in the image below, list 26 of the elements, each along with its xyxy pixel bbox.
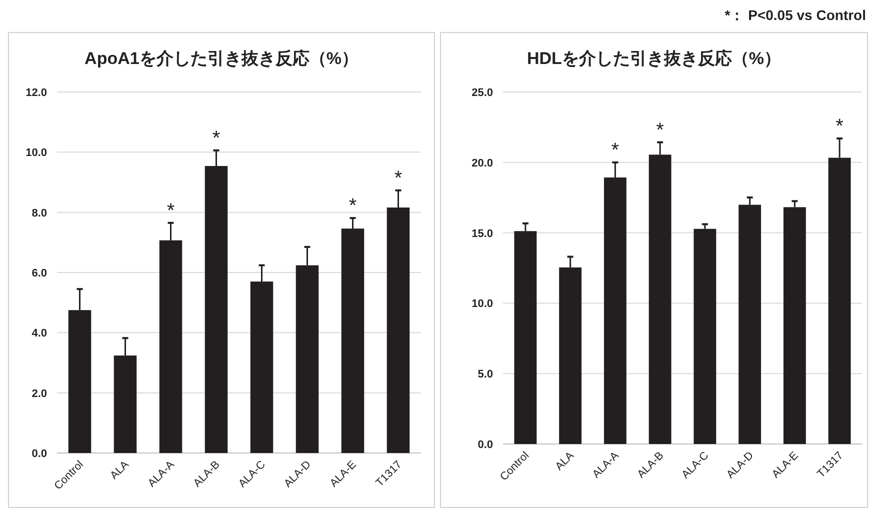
annotation: * — [656, 119, 664, 142]
chart-title: HDLを介した引き抜き反応（%） — [526, 49, 782, 68]
y-tick-label: 4.0 — [32, 328, 47, 340]
bar — [694, 228, 716, 444]
annotation: * — [611, 139, 620, 162]
text: *： P<0.05 vs Control — [724, 7, 866, 23]
chart-title: ApoA1を介した引き抜き反応（%） — [84, 49, 358, 68]
y-tick-label: 10.0 — [472, 298, 493, 310]
x-tick-label: ALA — [108, 458, 132, 482]
annotation: * — [394, 167, 402, 190]
annotation: * — [348, 195, 357, 218]
y-tick-label: 6.0 — [32, 268, 47, 280]
annotation: * — [836, 115, 844, 138]
y-tick-label: 0.0 — [478, 439, 493, 451]
y-tick-label: 25.0 — [472, 87, 493, 99]
annotation: * — [166, 200, 175, 222]
x-tick-label: ALA — [553, 449, 577, 473]
y-tick-label: 0.0 — [32, 448, 47, 460]
y-tick-label: 2.0 — [32, 388, 47, 400]
y-tick-label: 20.0 — [472, 157, 493, 170]
y-tick-label: 5.0 — [478, 368, 493, 381]
annotation: * — [212, 127, 220, 150]
y-tick-label: 8.0 — [32, 207, 47, 220]
y-tick-label: 10.0 — [26, 147, 47, 160]
y-tick-label: 15.0 — [472, 228, 493, 240]
y-tick-label: 12.0 — [26, 87, 47, 99]
